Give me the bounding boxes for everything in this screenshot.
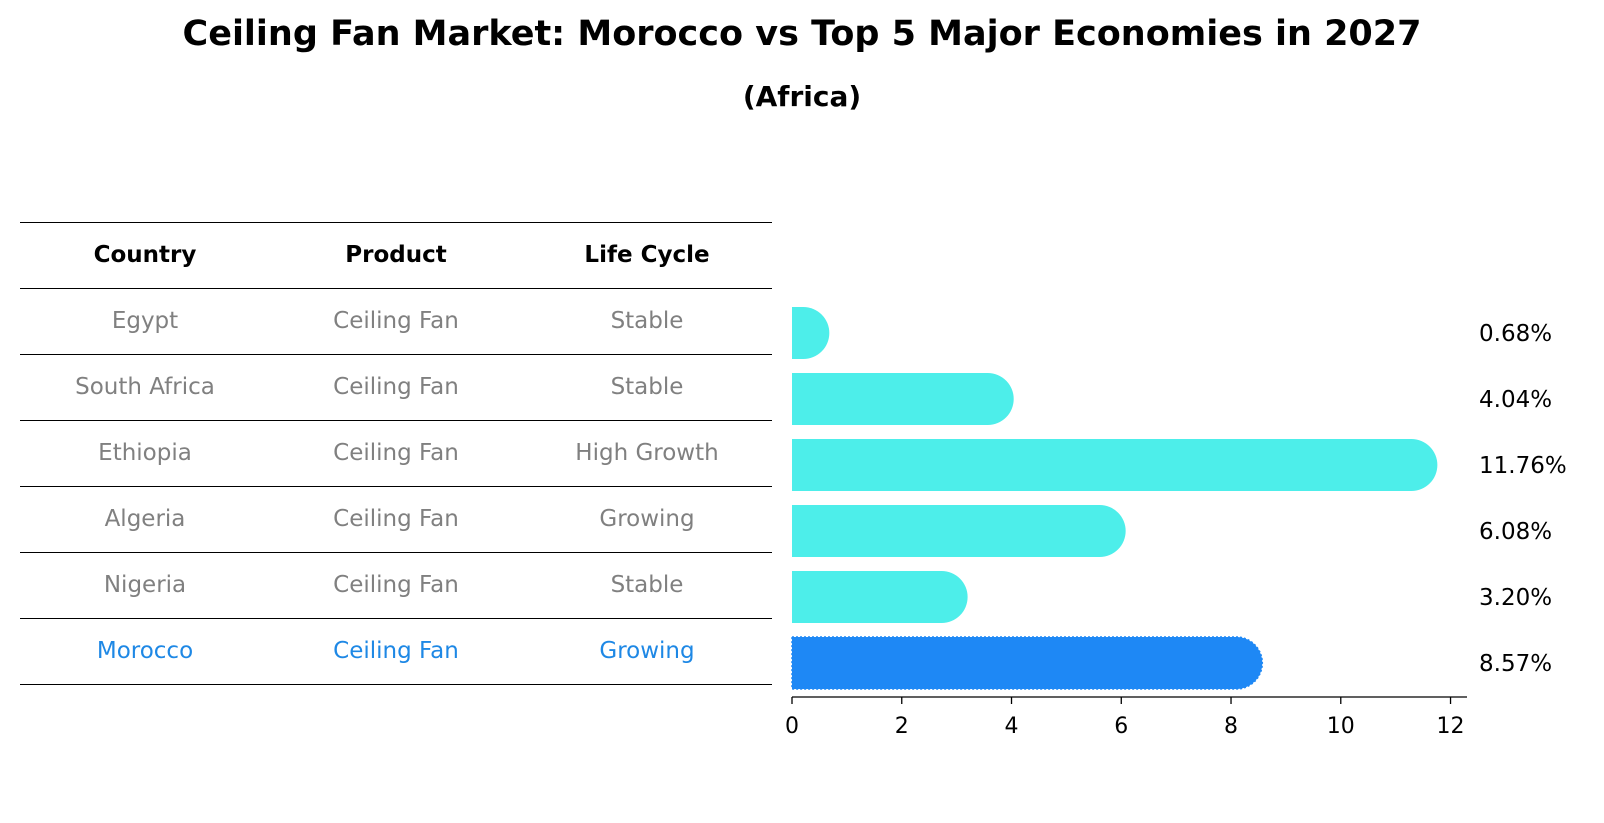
value-label: 6.08% xyxy=(1479,519,1552,545)
cell-country: Algeria xyxy=(104,506,186,532)
value-label: 11.76% xyxy=(1479,453,1567,479)
cell-life-cycle: Stable xyxy=(610,308,684,334)
table-rule xyxy=(20,222,772,223)
cell-product: Ceiling Fan xyxy=(333,440,459,466)
table-rule xyxy=(20,420,772,421)
table-rule xyxy=(20,486,772,487)
cell-product: Ceiling Fan xyxy=(333,308,459,334)
cell-country: Nigeria xyxy=(103,572,187,598)
header-country: Country xyxy=(93,242,197,268)
cell-product-highlight: Ceiling Fan xyxy=(333,638,459,664)
value-label: 4.04% xyxy=(1479,387,1552,413)
x-tick-label: 4 xyxy=(1005,714,1019,739)
cell-country: Egypt xyxy=(111,308,179,334)
value-label: 0.68% xyxy=(1479,321,1552,347)
x-tick-label: 2 xyxy=(895,714,909,739)
cell-life-cycle: Growing xyxy=(599,506,695,532)
cell-life-cycle: Stable xyxy=(610,374,684,400)
cell-life-cycle: Stable xyxy=(610,572,684,598)
cell-product: Ceiling Fan xyxy=(333,374,459,400)
x-tick-label: 8 xyxy=(1224,714,1238,739)
x-tick-label: 0 xyxy=(785,714,799,739)
chart-subtitle: (Africa) xyxy=(742,80,862,113)
bar-egypt xyxy=(792,307,830,359)
bar-algeria xyxy=(792,505,1126,557)
table-rule xyxy=(20,552,772,553)
x-tick-label: 12 xyxy=(1437,714,1465,739)
cell-life-cycle: High Growth xyxy=(575,440,719,466)
cell-country-highlight: Morocco xyxy=(96,638,194,664)
cell-country: Ethiopia xyxy=(98,440,192,466)
header-life-cycle: Life Cycle xyxy=(584,242,710,268)
value-label: 3.20% xyxy=(1479,585,1552,611)
bar-nigeria xyxy=(792,571,968,623)
x-tick-label: 6 xyxy=(1114,714,1128,739)
table-rule xyxy=(20,288,772,289)
cell-product: Ceiling Fan xyxy=(333,572,459,598)
cell-country: South Africa xyxy=(75,374,215,400)
bar-ethiopia xyxy=(792,439,1438,491)
bar-morocco xyxy=(791,636,1264,690)
cell-product: Ceiling Fan xyxy=(333,506,459,532)
bar-south-africa xyxy=(792,373,1014,425)
chart-title: Ceiling Fan Market: Morocco vs Top 5 Maj… xyxy=(182,14,1422,54)
x-tick-label: 10 xyxy=(1327,714,1355,739)
value-label: 8.57% xyxy=(1479,651,1552,677)
table-rule xyxy=(20,618,772,619)
table-rule xyxy=(20,354,772,355)
table-rule xyxy=(20,684,772,685)
header-product: Product xyxy=(345,242,447,268)
cell-life-cycle-highlight: Growing xyxy=(599,638,695,664)
